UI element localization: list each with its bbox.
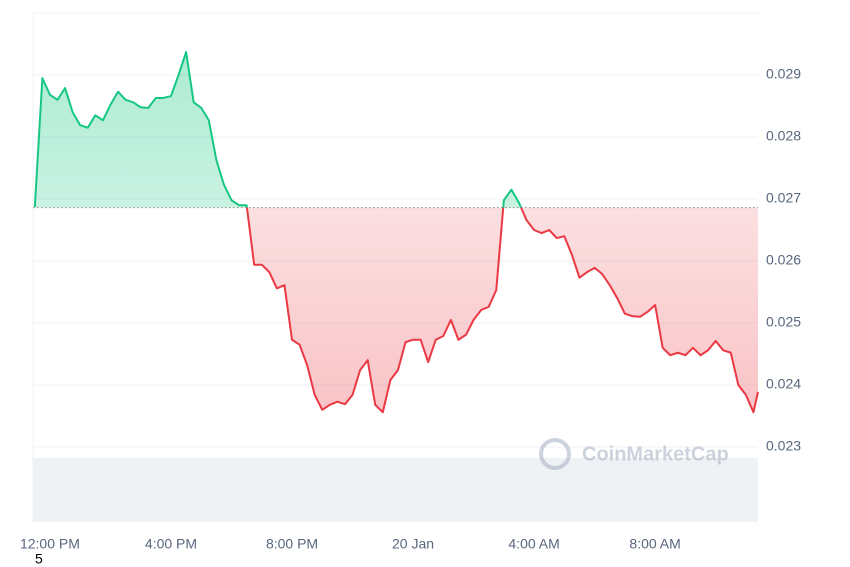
y-tick-label: 0.026 [766,252,801,268]
watermark: CoinMarketCap [539,438,729,470]
x-tick-label: 4:00 AM [508,536,559,552]
x-tick-label: 12:00 PM [20,536,80,552]
x-tick-label: 20 Jan [392,536,434,552]
watermark-text: CoinMarketCap [582,443,729,465]
y-tick-label: 0.025 [766,314,801,330]
y-tick-label: 0.023 [766,438,801,454]
y-tick-label: 0.024 [766,376,801,392]
price-line-up [33,51,523,208]
y-tick-label: 0.028 [766,128,801,144]
price-line-down [245,207,759,414]
y-tick-label: 0.029 [766,66,801,82]
y-tick-label: 0.027 [766,190,801,206]
x-tick-label: 8:00 AM [629,536,680,552]
x-tick-label: 4:00 PM [145,536,197,552]
plot [33,51,759,414]
area-down [246,207,758,413]
x-tick-label: 8:00 PM [266,536,318,552]
area-up [34,52,758,208]
footnote: 5 [35,551,43,567]
volume-area [33,458,758,522]
